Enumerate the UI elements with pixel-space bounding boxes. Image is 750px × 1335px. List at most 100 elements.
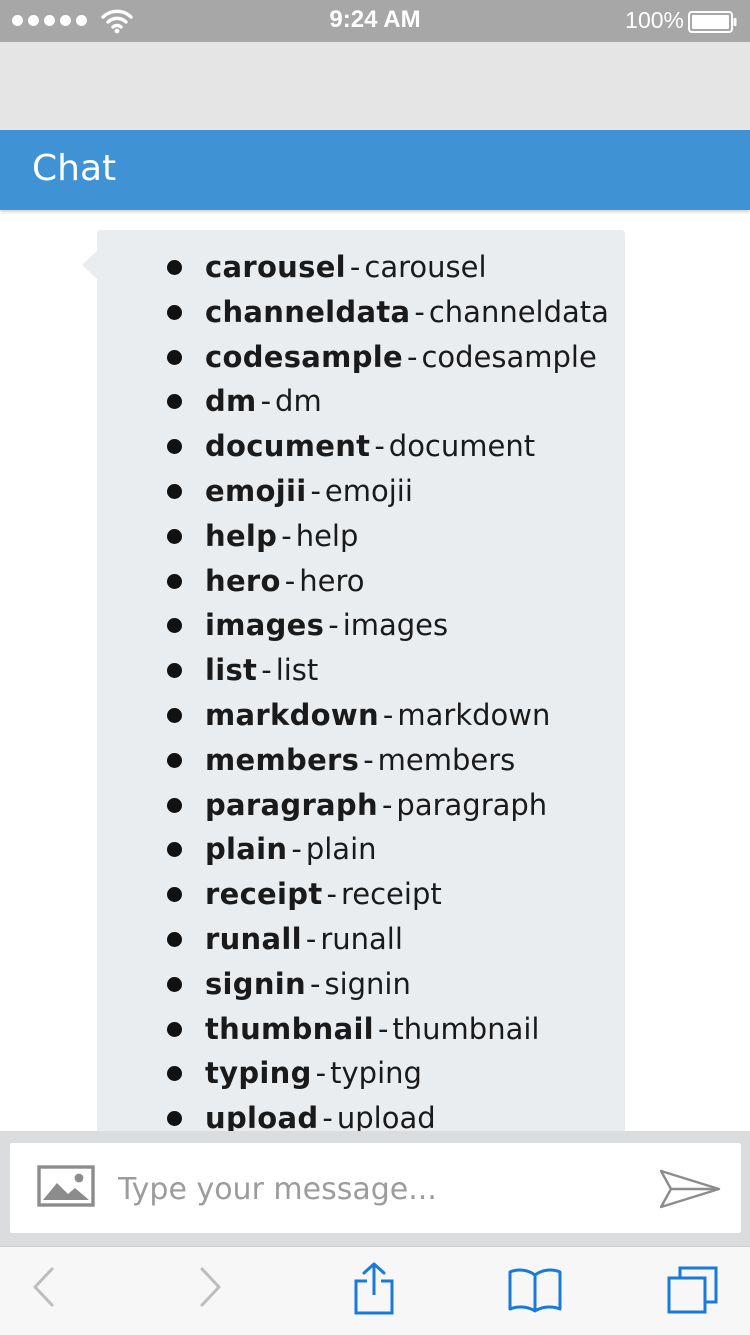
share-icon[interactable] bbox=[352, 1261, 396, 1317]
command-separator: - bbox=[310, 966, 321, 1001]
command-name: dm bbox=[205, 384, 257, 419]
command-separator: - bbox=[414, 294, 425, 329]
list-item: members - members bbox=[97, 745, 625, 790]
command-separator: - bbox=[381, 787, 393, 822]
list-item: runall - runall bbox=[97, 924, 625, 969]
list-item: typing - typing bbox=[97, 1058, 625, 1103]
image-icon[interactable] bbox=[37, 1165, 95, 1207]
command-separator: - bbox=[284, 563, 296, 598]
command-name: hero bbox=[205, 563, 281, 598]
command-separator: - bbox=[281, 518, 292, 553]
command-separator: - bbox=[315, 1056, 327, 1091]
chat-title: Chat bbox=[32, 148, 117, 189]
command-separator: - bbox=[363, 742, 374, 777]
command-name: members bbox=[205, 742, 360, 777]
list-item: paragraph - paragraph bbox=[97, 790, 625, 835]
command-description: dm bbox=[275, 384, 322, 419]
command-description: channeldata bbox=[428, 294, 609, 329]
list-item: dm - dm bbox=[97, 386, 625, 431]
list-item: list - list bbox=[97, 655, 625, 700]
command-separator: - bbox=[310, 473, 321, 508]
chevron-left-icon[interactable] bbox=[30, 1265, 56, 1309]
list-item: hero - hero bbox=[97, 566, 625, 611]
command-description: emojii bbox=[324, 473, 413, 508]
battery-icon bbox=[688, 11, 737, 33]
command-separator: - bbox=[382, 697, 394, 732]
list-item: codesample - codesample bbox=[97, 342, 625, 387]
command-list: carousel - carousel channeldata - channeldata… bbox=[97, 252, 625, 1148]
tabs-icon[interactable] bbox=[666, 1265, 720, 1315]
command-description: carousel bbox=[364, 250, 487, 284]
command-description: paragraph bbox=[396, 787, 548, 822]
command-separator: - bbox=[305, 921, 317, 956]
command-description: help bbox=[295, 518, 359, 553]
bubble-tail bbox=[82, 250, 98, 280]
command-name: signin bbox=[205, 966, 306, 1001]
command-name: channeldata bbox=[205, 294, 411, 329]
command-separator: - bbox=[377, 1011, 389, 1046]
command-separator: - bbox=[349, 250, 361, 284]
command-description: upload bbox=[336, 1101, 436, 1136]
list-item: receipt - receipt bbox=[97, 879, 625, 924]
command-description: thumbnail bbox=[392, 1011, 540, 1046]
command-name: list bbox=[205, 653, 258, 688]
command-name: markdown bbox=[205, 697, 379, 732]
command-name: codesample bbox=[205, 339, 403, 374]
command-name: upload bbox=[205, 1101, 319, 1136]
command-separator: - bbox=[406, 339, 418, 374]
battery-percent: 100% bbox=[625, 7, 684, 33]
command-name: help bbox=[205, 518, 278, 553]
status-bar: 9:24 AM 100% bbox=[0, 0, 750, 42]
command-separator: - bbox=[374, 429, 385, 464]
command-name: runall bbox=[205, 921, 302, 956]
chat-header: Chat bbox=[0, 130, 750, 210]
list-item: plain - plain bbox=[97, 834, 625, 879]
command-description: members bbox=[377, 742, 516, 777]
message-bubble: carousel - carousel channeldata - channeldata… bbox=[97, 230, 625, 1160]
command-name: emojii bbox=[205, 473, 307, 508]
list-item: channeldata - channeldata bbox=[97, 297, 625, 342]
list-item: images - images bbox=[97, 610, 625, 655]
command-name: carousel bbox=[205, 250, 346, 284]
command-separator: - bbox=[260, 384, 272, 419]
input-box bbox=[10, 1143, 741, 1233]
command-name: receipt bbox=[205, 877, 323, 912]
command-description: list bbox=[275, 653, 319, 688]
command-separator: - bbox=[328, 608, 339, 643]
command-name: document bbox=[205, 429, 371, 464]
command-description: codesample bbox=[421, 339, 597, 374]
command-description: hero bbox=[299, 563, 365, 598]
message-input[interactable] bbox=[116, 1163, 640, 1215]
input-bar bbox=[0, 1131, 750, 1246]
browser-address-area bbox=[0, 42, 750, 130]
command-description: markdown bbox=[397, 697, 551, 732]
command-name: images bbox=[205, 608, 325, 643]
send-icon[interactable] bbox=[659, 1169, 721, 1209]
command-description: document bbox=[388, 429, 536, 464]
wifi-icon bbox=[101, 9, 133, 34]
command-description: typing bbox=[330, 1056, 422, 1091]
list-item: thumbnail - thumbnail bbox=[97, 1014, 625, 1059]
command-description: plain bbox=[305, 832, 377, 867]
command-description: receipt bbox=[340, 877, 442, 912]
command-name: thumbnail bbox=[205, 1011, 374, 1046]
list-item: markdown - markdown bbox=[97, 700, 625, 745]
list-item: carousel - carousel bbox=[97, 252, 625, 297]
list-item: signin - signin bbox=[97, 969, 625, 1014]
list-item: help - help bbox=[97, 521, 625, 566]
command-description: runall bbox=[320, 921, 403, 956]
command-name: paragraph bbox=[205, 787, 378, 822]
command-name: plain bbox=[205, 832, 288, 867]
browser-toolbar bbox=[0, 1246, 750, 1335]
command-separator: - bbox=[291, 832, 302, 867]
command-description: images bbox=[342, 608, 449, 643]
command-separator: - bbox=[326, 877, 337, 912]
status-time: 9:24 AM bbox=[329, 6, 421, 33]
list-item: upload - upload bbox=[97, 1103, 625, 1148]
list-item: document - document bbox=[97, 431, 625, 476]
command-description: signin bbox=[324, 966, 411, 1001]
signal-dots-icon bbox=[12, 15, 87, 26]
command-name: typing bbox=[205, 1056, 312, 1091]
book-icon[interactable] bbox=[507, 1267, 563, 1313]
chevron-right-icon[interactable] bbox=[198, 1265, 224, 1309]
